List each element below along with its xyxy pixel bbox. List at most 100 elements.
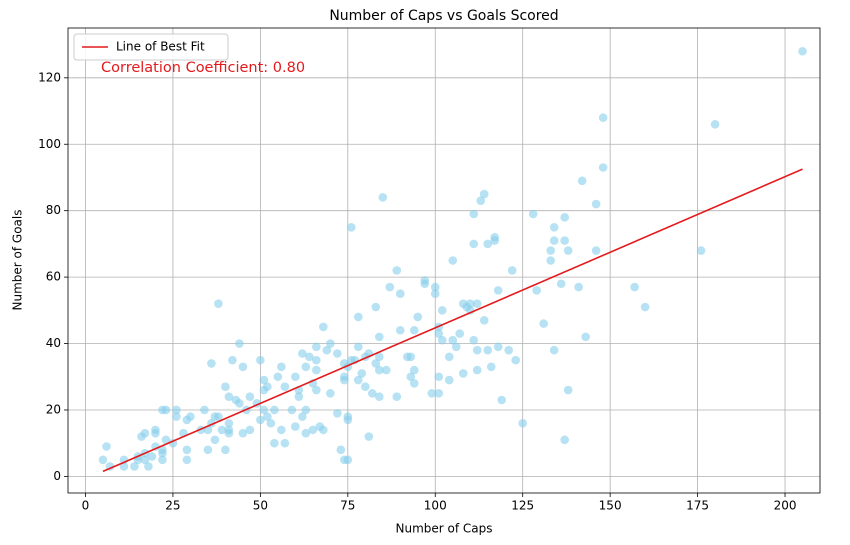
point bbox=[406, 352, 416, 362]
point bbox=[598, 163, 608, 172]
x-tick-label: 175 bbox=[686, 499, 709, 513]
point bbox=[256, 415, 265, 425]
y-tick-label: 100 bbox=[38, 137, 61, 151]
point bbox=[273, 372, 283, 382]
point bbox=[472, 345, 482, 355]
point bbox=[161, 405, 171, 415]
point bbox=[224, 428, 234, 438]
point bbox=[98, 455, 108, 465]
point bbox=[235, 339, 244, 348]
point bbox=[486, 362, 496, 372]
point bbox=[479, 189, 489, 199]
x-tick-label: 50 bbox=[253, 499, 268, 513]
point bbox=[479, 315, 489, 325]
point bbox=[371, 302, 381, 312]
point bbox=[528, 209, 538, 219]
point bbox=[326, 339, 335, 348]
point bbox=[144, 462, 153, 471]
point bbox=[546, 256, 555, 265]
point bbox=[266, 418, 276, 428]
fit-line bbox=[102, 168, 803, 473]
y-tick-label: 20 bbox=[46, 402, 61, 416]
point bbox=[581, 332, 590, 342]
point bbox=[549, 236, 559, 245]
point bbox=[305, 352, 314, 362]
point bbox=[434, 372, 444, 382]
point bbox=[364, 432, 374, 441]
point bbox=[483, 239, 493, 249]
point bbox=[374, 352, 384, 362]
point bbox=[518, 418, 527, 428]
point bbox=[483, 345, 493, 355]
point bbox=[798, 46, 807, 56]
point bbox=[182, 445, 192, 455]
point bbox=[151, 425, 160, 435]
point bbox=[235, 399, 244, 408]
point bbox=[378, 193, 388, 202]
point bbox=[301, 405, 311, 415]
point bbox=[448, 256, 458, 265]
point bbox=[437, 306, 447, 315]
point bbox=[374, 392, 384, 401]
point bbox=[287, 405, 297, 415]
point bbox=[354, 312, 363, 322]
point bbox=[277, 425, 286, 435]
point bbox=[130, 462, 139, 471]
point bbox=[455, 329, 465, 338]
point bbox=[238, 362, 248, 372]
point bbox=[245, 392, 255, 401]
x-tick-label: 75 bbox=[340, 499, 355, 513]
point bbox=[710, 120, 720, 129]
point bbox=[409, 325, 419, 335]
point bbox=[256, 355, 265, 365]
point bbox=[507, 266, 517, 275]
point bbox=[434, 389, 444, 398]
point bbox=[203, 445, 213, 455]
point bbox=[430, 282, 440, 292]
plot-frame bbox=[67, 27, 821, 494]
point bbox=[395, 289, 405, 299]
point bbox=[493, 286, 503, 295]
point bbox=[493, 342, 503, 352]
point bbox=[361, 382, 370, 392]
point bbox=[469, 335, 479, 345]
x-tick-label: 200 bbox=[774, 499, 797, 513]
point bbox=[420, 276, 430, 285]
point bbox=[221, 445, 230, 455]
point bbox=[563, 246, 573, 255]
point bbox=[214, 299, 223, 308]
point bbox=[259, 375, 269, 385]
point bbox=[298, 412, 307, 421]
point bbox=[263, 412, 272, 421]
point bbox=[354, 342, 363, 352]
point bbox=[469, 209, 479, 219]
point bbox=[434, 329, 444, 338]
legend-label: Line of Best Fit bbox=[116, 40, 205, 54]
point bbox=[444, 375, 454, 385]
point bbox=[161, 435, 171, 445]
point bbox=[465, 299, 475, 308]
point bbox=[277, 362, 286, 372]
point bbox=[409, 379, 419, 388]
point bbox=[333, 408, 342, 418]
point bbox=[630, 282, 639, 292]
point bbox=[210, 435, 220, 445]
point bbox=[476, 196, 486, 206]
x-tick-label: 100 bbox=[424, 499, 447, 513]
point bbox=[172, 405, 181, 415]
point bbox=[395, 325, 405, 335]
point bbox=[354, 375, 363, 385]
point bbox=[312, 342, 321, 352]
point bbox=[301, 428, 311, 438]
point bbox=[511, 355, 521, 365]
point bbox=[549, 222, 559, 232]
point bbox=[319, 322, 328, 332]
point bbox=[556, 279, 566, 289]
point bbox=[374, 365, 384, 375]
point bbox=[291, 422, 300, 431]
point bbox=[392, 266, 402, 275]
point bbox=[374, 332, 384, 342]
point bbox=[574, 282, 583, 292]
point bbox=[546, 246, 555, 255]
point bbox=[322, 345, 332, 355]
